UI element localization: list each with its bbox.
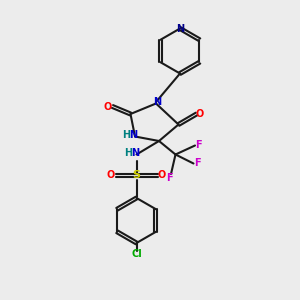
Text: H: H <box>122 130 131 140</box>
Text: O: O <box>107 170 115 181</box>
Text: N: N <box>131 148 139 158</box>
Text: O: O <box>104 101 112 112</box>
Text: F: F <box>194 158 200 169</box>
Text: S: S <box>133 170 140 181</box>
Text: O: O <box>158 170 166 181</box>
Text: N: N <box>176 23 184 34</box>
Text: H: H <box>124 148 132 158</box>
Text: F: F <box>166 172 173 183</box>
Text: O: O <box>196 109 204 119</box>
Text: N: N <box>129 130 138 140</box>
Text: Cl: Cl <box>131 249 142 260</box>
Text: F: F <box>195 140 202 151</box>
Text: N: N <box>153 97 162 107</box>
